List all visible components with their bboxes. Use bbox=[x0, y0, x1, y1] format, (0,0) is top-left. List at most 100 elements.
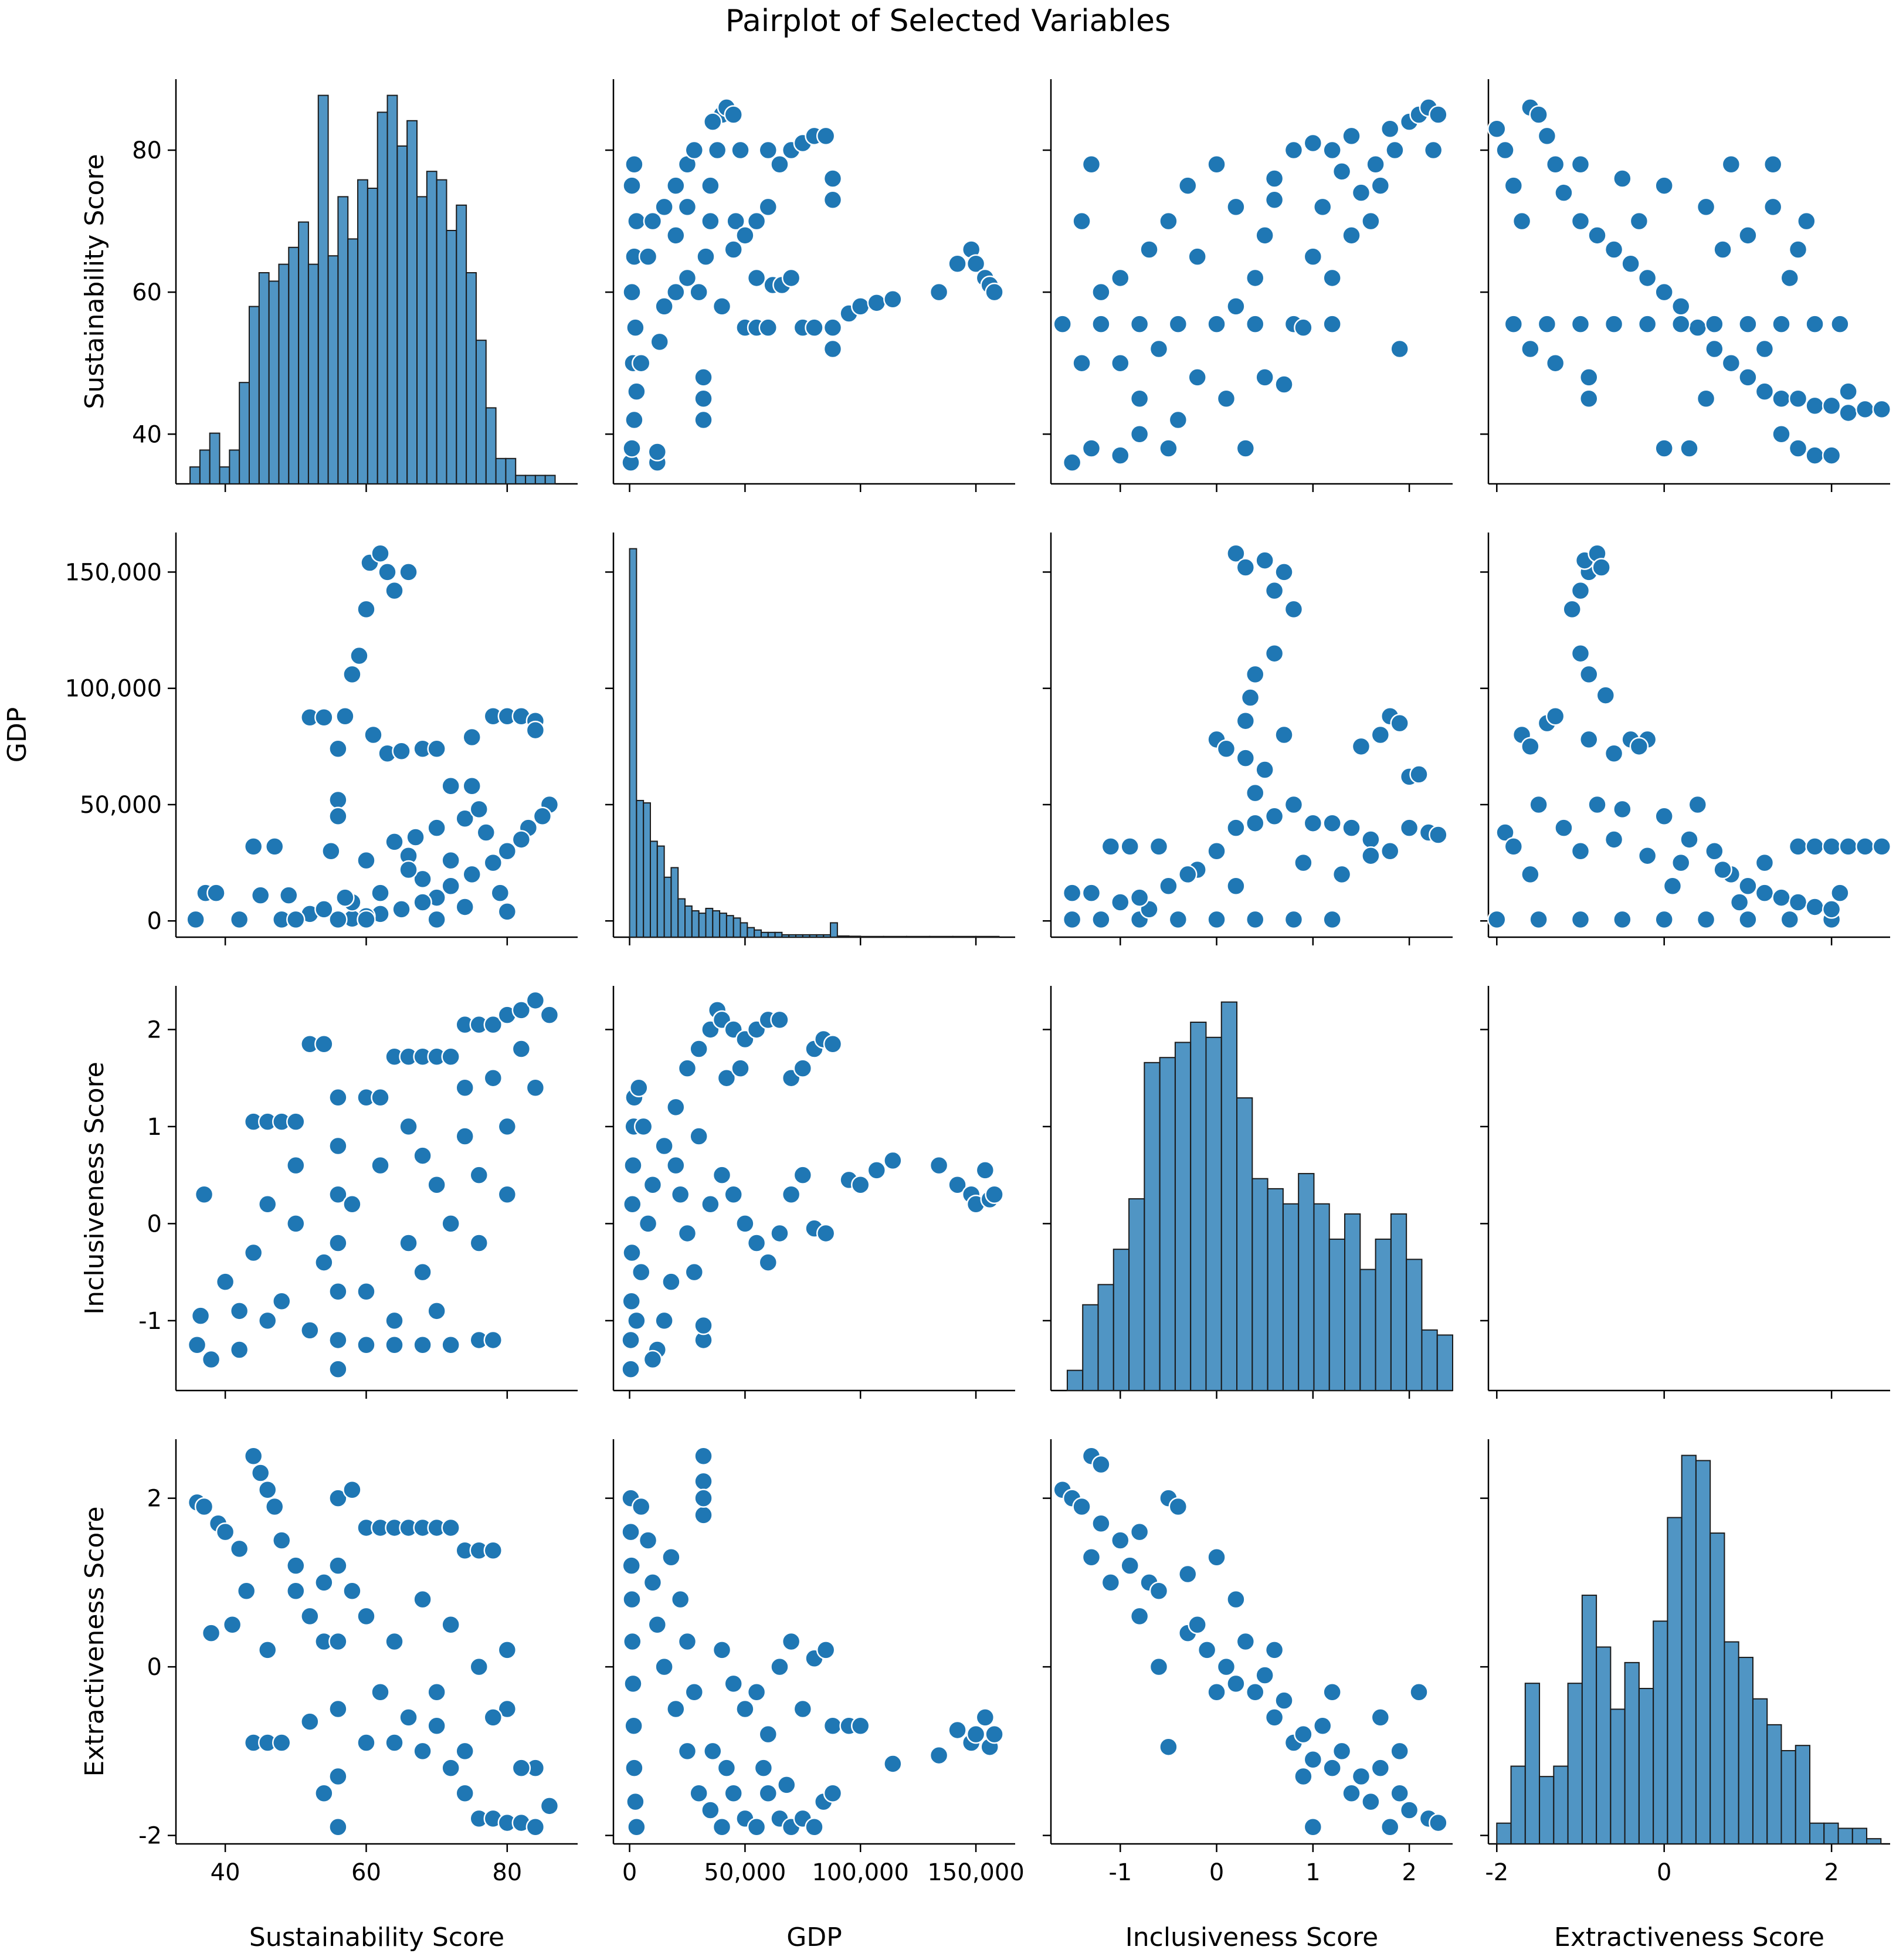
histogram-bar bbox=[1313, 1203, 1330, 1391]
y-tick-label: -2 bbox=[138, 1823, 162, 1850]
histogram-bar bbox=[377, 111, 388, 484]
scatter-point bbox=[1696, 389, 1716, 408]
scatter-point bbox=[1303, 133, 1323, 153]
scatter-point bbox=[328, 1766, 348, 1786]
histogram-bar bbox=[258, 272, 270, 484]
scatter-point bbox=[1236, 1632, 1256, 1652]
scatter-point bbox=[1390, 1741, 1409, 1761]
scatter-point bbox=[286, 1556, 306, 1575]
scatter-point bbox=[724, 240, 743, 259]
scatter-point bbox=[666, 282, 686, 302]
scatter-point bbox=[328, 1632, 348, 1652]
histogram-bar bbox=[636, 799, 645, 938]
scatter-point bbox=[677, 197, 697, 217]
histogram-bar bbox=[446, 230, 457, 484]
scatter-point bbox=[357, 1733, 376, 1752]
x-axis-label: Inclusiveness Score bbox=[1125, 1922, 1378, 1952]
scatter-point bbox=[1696, 197, 1716, 217]
scatter-point bbox=[677, 1059, 697, 1078]
histogram-bar bbox=[1795, 1745, 1810, 1844]
scatter-point bbox=[701, 1800, 720, 1820]
y-axis-label: GDP bbox=[2, 707, 32, 763]
histogram-bar bbox=[1267, 1188, 1284, 1391]
histogram-bar bbox=[534, 474, 546, 484]
scatter-point bbox=[441, 1214, 460, 1233]
scatter-point bbox=[1371, 725, 1390, 745]
scatter-point bbox=[413, 1335, 432, 1355]
histogram-bar bbox=[684, 905, 693, 938]
scatter-point bbox=[724, 105, 743, 124]
scatter-point bbox=[257, 1640, 277, 1660]
histogram-bar bbox=[732, 917, 741, 938]
scatter-point bbox=[511, 1001, 531, 1020]
scatter-point bbox=[1872, 399, 1891, 419]
scatter-point bbox=[985, 282, 1004, 302]
scatter-point bbox=[455, 897, 474, 917]
scatter-point bbox=[483, 1015, 503, 1035]
scatter-point bbox=[441, 1518, 460, 1538]
scatter-point bbox=[622, 176, 642, 195]
scatter-point bbox=[793, 1165, 813, 1185]
scatter-point bbox=[427, 1175, 446, 1195]
histogram-bar bbox=[1837, 1827, 1853, 1844]
scatter-point bbox=[385, 1632, 404, 1652]
scatter-point bbox=[747, 1817, 766, 1837]
histogram-bar bbox=[327, 255, 339, 484]
scatter-point bbox=[625, 155, 644, 174]
scatter-point bbox=[243, 1446, 263, 1466]
scatter-point bbox=[1839, 382, 1858, 401]
scatter-point bbox=[625, 410, 644, 430]
scatter-point bbox=[300, 1712, 320, 1731]
scatter-point bbox=[703, 112, 723, 131]
histogram-bar bbox=[239, 382, 250, 485]
histogram-bar bbox=[495, 457, 507, 484]
scatter-point bbox=[1111, 268, 1130, 288]
scatter-point bbox=[654, 1657, 674, 1677]
scatter-point bbox=[455, 1741, 474, 1761]
scatter-point bbox=[1207, 314, 1226, 334]
scatter-point bbox=[975, 1708, 995, 1727]
scatter-point bbox=[1487, 119, 1507, 138]
scatter-point bbox=[1226, 876, 1246, 896]
scatter-point bbox=[703, 1741, 723, 1761]
scatter-point bbox=[1621, 254, 1640, 273]
scatter-point bbox=[1738, 876, 1758, 896]
scatter-point bbox=[413, 893, 432, 912]
scatter-point bbox=[371, 1683, 390, 1702]
scatter-point bbox=[677, 1632, 697, 1652]
scatter-point bbox=[1604, 314, 1624, 334]
scatter-point bbox=[1554, 818, 1573, 837]
histogram-bar bbox=[406, 120, 418, 485]
histogram-bar bbox=[268, 280, 280, 484]
histogram-bar bbox=[691, 910, 700, 938]
scatter-point bbox=[342, 1581, 362, 1600]
scatter-point bbox=[222, 1615, 242, 1635]
scatter-point bbox=[666, 176, 686, 195]
scatter-point bbox=[781, 1185, 801, 1205]
histogram-bar bbox=[1610, 1708, 1626, 1844]
scatter-point bbox=[413, 1589, 432, 1609]
scatter-point bbox=[1721, 353, 1741, 373]
scatter-point bbox=[1604, 240, 1624, 259]
scatter-point bbox=[1671, 314, 1691, 334]
scatter-point bbox=[758, 1724, 778, 1744]
scatter-point bbox=[1755, 339, 1775, 359]
scatter-point bbox=[469, 1233, 489, 1253]
histogram-bar bbox=[1390, 1213, 1407, 1392]
scatter-point bbox=[1062, 910, 1082, 930]
histogram-bar bbox=[544, 474, 556, 484]
scatter-point bbox=[1654, 806, 1674, 826]
scatter-point bbox=[684, 1683, 704, 1702]
histogram-bar bbox=[1082, 1304, 1099, 1392]
scatter-point bbox=[511, 1039, 531, 1059]
scatter-point bbox=[805, 1817, 824, 1837]
scatter-point bbox=[1671, 297, 1691, 316]
scatter-point bbox=[1245, 1683, 1265, 1702]
scatter-point bbox=[1226, 197, 1246, 217]
scatter-point bbox=[662, 1548, 681, 1567]
scatter-point bbox=[1322, 140, 1342, 160]
scatter-point bbox=[1264, 581, 1284, 601]
scatter-point bbox=[1822, 446, 1841, 465]
scatter-point bbox=[371, 1088, 390, 1107]
